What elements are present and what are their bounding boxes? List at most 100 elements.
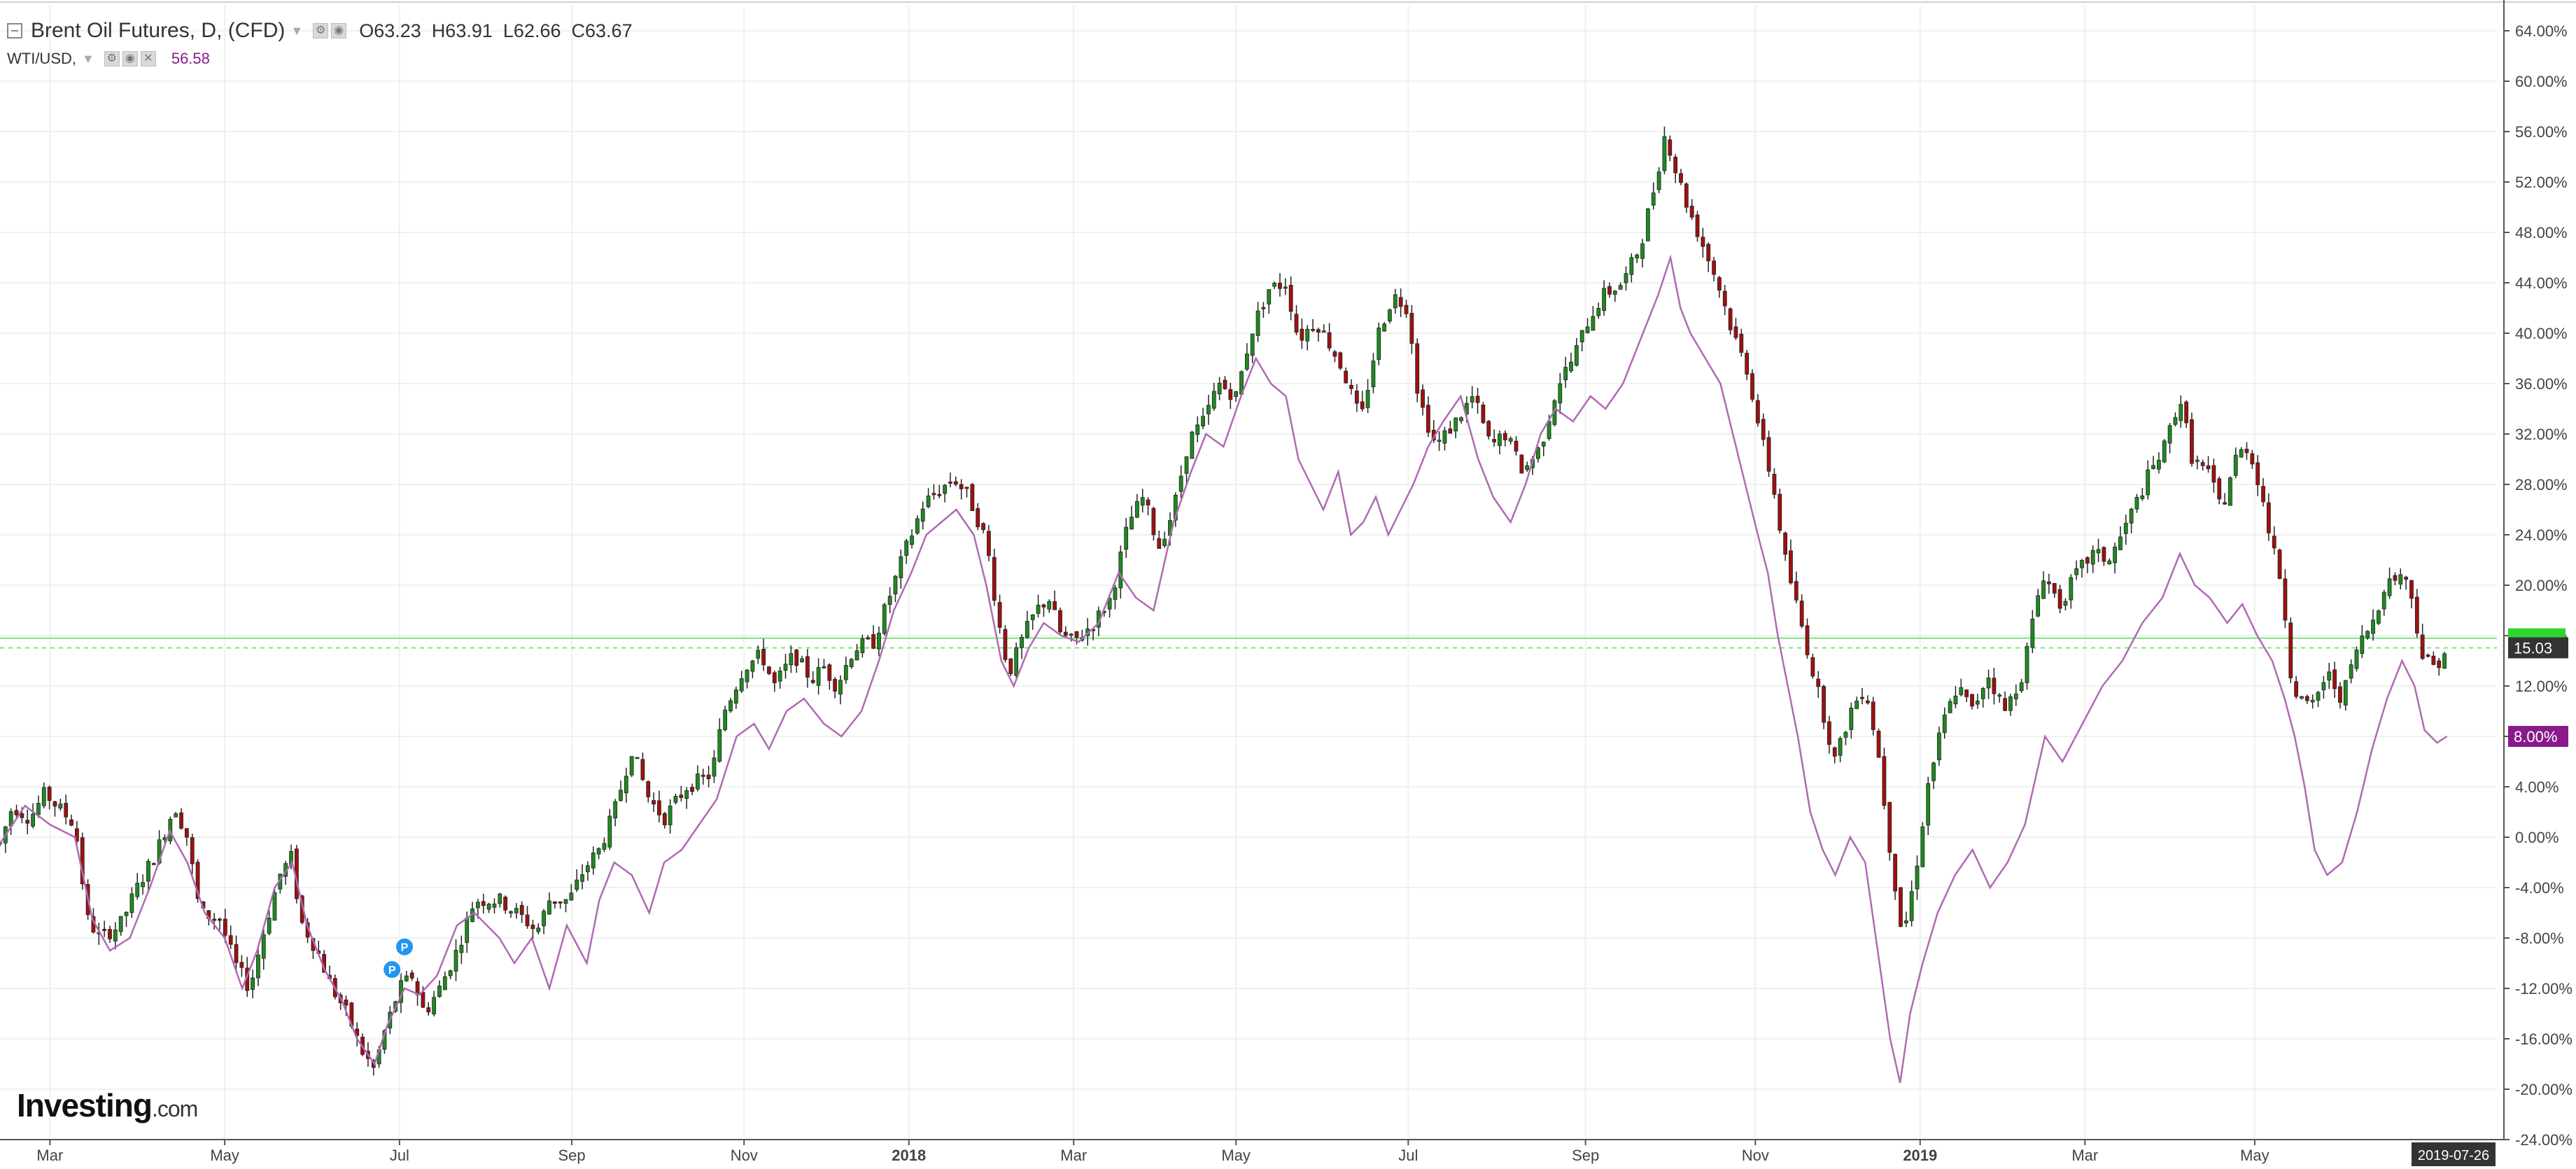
candle-body bbox=[558, 901, 563, 904]
candle-body bbox=[1234, 391, 1239, 397]
candle-body bbox=[2134, 496, 2139, 510]
candle-body bbox=[2146, 469, 2151, 496]
candle-body bbox=[640, 759, 645, 780]
candle-body bbox=[1261, 307, 1266, 309]
wti-value: 56.58 bbox=[171, 50, 210, 67]
candle-body bbox=[2272, 536, 2276, 549]
candle-body bbox=[1195, 424, 1200, 435]
candle-body bbox=[1854, 701, 1859, 709]
candle-body bbox=[2393, 575, 2398, 581]
candle-body bbox=[1579, 330, 1584, 342]
candle-body bbox=[767, 666, 771, 674]
hide-icon[interactable]: ◉ bbox=[122, 51, 138, 66]
candle-body bbox=[2304, 696, 2309, 701]
candle-body bbox=[871, 634, 875, 649]
candle-body bbox=[1535, 447, 1540, 459]
candle-body bbox=[52, 801, 57, 807]
x-tick-label: 2018 bbox=[892, 1147, 926, 1164]
candle-body bbox=[1519, 454, 1524, 474]
candle-body bbox=[1827, 721, 1831, 745]
y-tick-label: 40.00% bbox=[2515, 325, 2568, 342]
x-tick-label: May bbox=[1221, 1147, 1251, 1164]
candle-body bbox=[887, 596, 892, 606]
y-tick-label: 4.00% bbox=[2515, 778, 2559, 796]
candle-body bbox=[2080, 559, 2084, 568]
candle-body bbox=[866, 637, 871, 640]
candle-body bbox=[190, 837, 195, 864]
hide-icon[interactable]: ◉ bbox=[331, 23, 347, 38]
candle-body bbox=[1201, 416, 1205, 426]
candle-body bbox=[525, 914, 530, 927]
candle-body bbox=[2283, 578, 2288, 621]
chevron-down-icon[interactable]: ▼ bbox=[290, 23, 304, 38]
candle-body bbox=[1321, 330, 1326, 333]
candle-body bbox=[2118, 536, 2123, 550]
candle-body bbox=[1244, 354, 1249, 370]
candle-body bbox=[124, 911, 129, 916]
candle-body bbox=[1020, 636, 1024, 648]
candle-body bbox=[943, 484, 948, 494]
candle-body bbox=[1316, 329, 1321, 332]
candle-body bbox=[1591, 316, 1596, 331]
candle-body bbox=[2206, 465, 2211, 470]
candle-body bbox=[1860, 696, 1864, 699]
candle-body bbox=[1893, 853, 1898, 892]
candle-body bbox=[2404, 577, 2409, 580]
candle-body bbox=[1442, 430, 1447, 444]
candle-body bbox=[635, 757, 640, 760]
candle-body bbox=[1964, 690, 1969, 697]
candle-body bbox=[1371, 360, 1376, 388]
y-tick-label: 12.00% bbox=[2515, 678, 2568, 695]
candle-body bbox=[492, 903, 497, 908]
candle-body bbox=[2442, 653, 2447, 669]
candle-body bbox=[1722, 290, 1727, 307]
candle-body bbox=[904, 540, 909, 556]
candle-body bbox=[1794, 581, 1799, 601]
candle-body bbox=[1789, 550, 1793, 584]
settings-icon[interactable]: ⚙ bbox=[313, 23, 329, 38]
candle-body bbox=[1118, 552, 1123, 589]
candle-body bbox=[1184, 456, 1189, 474]
y-tick-label: 60.00% bbox=[2515, 73, 2568, 90]
close-icon[interactable]: ✕ bbox=[140, 51, 156, 66]
candle-body bbox=[1448, 428, 1453, 434]
candle-body bbox=[953, 481, 958, 485]
candle-body bbox=[1492, 439, 1496, 442]
candle-body bbox=[2123, 522, 2128, 534]
candle-body bbox=[1338, 352, 1343, 369]
candle-body bbox=[1959, 687, 1964, 695]
candle-body bbox=[1178, 475, 1183, 492]
candle-body bbox=[899, 556, 903, 578]
candle-body bbox=[1223, 379, 1227, 389]
candle-body bbox=[1502, 433, 1507, 440]
event-marker-circle bbox=[382, 960, 402, 979]
chevron-down-icon[interactable]: ▼ bbox=[82, 51, 94, 66]
candle-body bbox=[2409, 580, 2414, 599]
brent-symbol-label[interactable]: Brent Oil Futures, D, (CFD) bbox=[31, 19, 286, 42]
candle-body bbox=[1822, 686, 1826, 723]
candle-body bbox=[1750, 373, 1754, 400]
candle-body bbox=[1980, 688, 1985, 699]
candle-body bbox=[1931, 762, 1936, 781]
candle-body bbox=[2288, 622, 2293, 678]
candle-body bbox=[448, 970, 453, 976]
candle-body bbox=[1377, 328, 1381, 360]
candle-body bbox=[1783, 532, 1788, 555]
candle-body bbox=[613, 801, 618, 819]
y-tick-label: 0.00% bbox=[2515, 829, 2559, 846]
candle-body bbox=[964, 486, 969, 489]
candle-body bbox=[563, 899, 568, 904]
wti-symbol-label[interactable]: WTI/USD, bbox=[7, 50, 76, 67]
candle-body bbox=[437, 986, 442, 997]
candle-body bbox=[465, 918, 470, 943]
collapse-icon[interactable] bbox=[7, 23, 22, 38]
x-tick-label: Mar bbox=[2071, 1147, 2098, 1164]
candle-body bbox=[1975, 700, 1980, 705]
candle-body bbox=[344, 999, 349, 1006]
candle-body bbox=[1563, 367, 1568, 381]
candle-body bbox=[1805, 625, 1810, 655]
candle-body bbox=[41, 787, 46, 806]
settings-icon[interactable]: ⚙ bbox=[104, 51, 120, 66]
candle-body bbox=[596, 848, 601, 855]
